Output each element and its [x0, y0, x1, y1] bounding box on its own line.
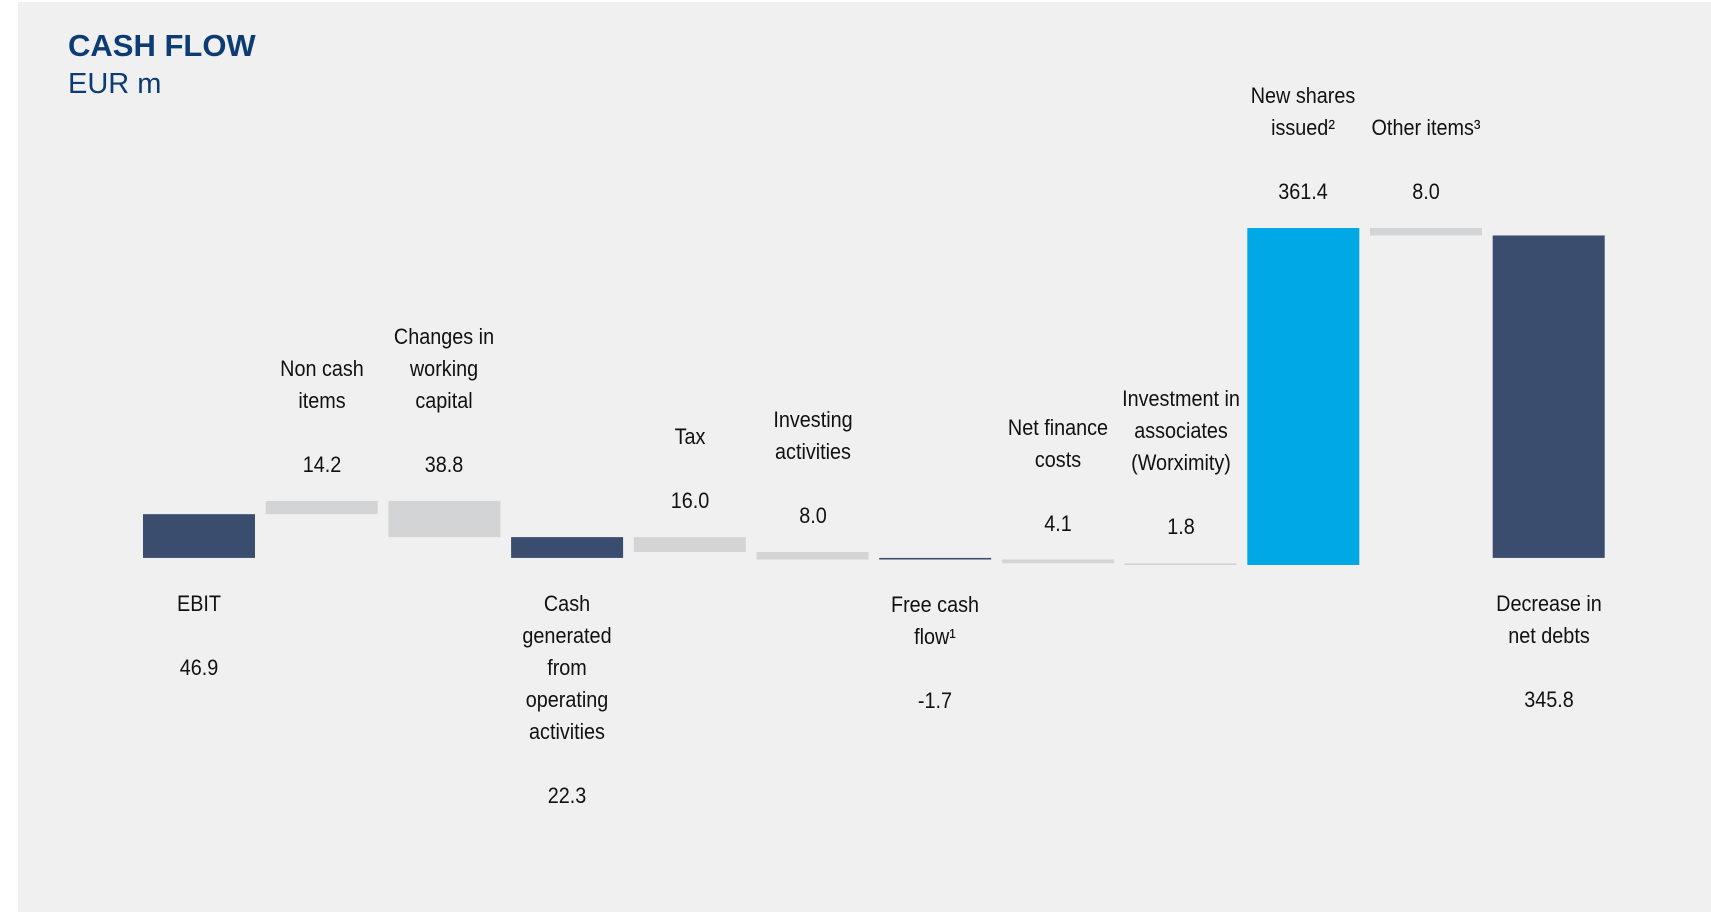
category-label: Cash generated from operating activities [522, 590, 612, 744]
chart-panel [18, 2, 1711, 912]
category-label: New shares issued² [1251, 83, 1356, 140]
category-label: Other items³ [1371, 115, 1481, 140]
bar [633, 537, 746, 553]
category-label: Investment in associates (Worximity) [1121, 386, 1240, 476]
bar [879, 557, 992, 560]
value-label: 46.9 [179, 654, 219, 680]
value-label: 22.3 [547, 782, 587, 808]
bar [265, 500, 378, 515]
bar-label: Investment in associates (Worximity) 1.8 [1119, 383, 1241, 543]
bar-label: Free cash flow¹ -1.7 [874, 589, 996, 717]
category-label: Investing activities [772, 407, 853, 465]
bar [1124, 563, 1237, 565]
value-label: 361.4 [1278, 179, 1329, 204]
bar-label: New shares issued² 361.4 [1242, 80, 1364, 208]
chart-subtitle: EUR m [68, 68, 162, 100]
category-label: Free cash flow¹ [891, 592, 980, 650]
value-label: 1.8 [1166, 514, 1195, 540]
bar-label: Net finance costs 4.1 [997, 412, 1119, 540]
bar [756, 552, 869, 560]
value-label: 8.0 [1412, 179, 1440, 204]
chart-title: CASH FLOW [68, 28, 256, 63]
bar [1001, 559, 1114, 564]
category-label: Non cash items [279, 355, 364, 413]
bar-label: Changes in working capital 38.8 [383, 321, 505, 481]
bar-label: Non cash items 14.2 [260, 353, 382, 481]
bar-label: Cash generated from operating activities… [506, 588, 628, 812]
bar-label: Other items³ 8.0 [1365, 112, 1487, 208]
value-label: 16.0 [670, 488, 710, 514]
bar [388, 500, 501, 538]
value-label: 4.1 [1044, 510, 1072, 536]
value-label: 14.2 [302, 451, 341, 477]
bar [1370, 228, 1482, 236]
category-label: Changes in working capital [394, 323, 495, 413]
category-label: Decrease in net debts [1495, 590, 1602, 648]
bar [143, 514, 255, 558]
bar [1247, 228, 1360, 565]
bar-label: EBIT 46.9 [138, 588, 260, 684]
bar [1492, 235, 1605, 558]
category-label: EBIT [176, 590, 222, 616]
category-label: Net finance costs [1007, 414, 1108, 472]
bar-label: Decrease in net debts 345.8 [1487, 588, 1609, 716]
bar-label: Tax 16.0 [629, 421, 751, 517]
value-label: 345.8 [1523, 686, 1574, 712]
value-label: 38.8 [425, 451, 464, 477]
value-label: -1.7 [918, 688, 953, 714]
category-label: Tax [674, 424, 706, 450]
bar [511, 537, 624, 558]
bar-label: Investing activities 8.0 [751, 404, 873, 532]
value-label: 8.0 [798, 503, 827, 529]
